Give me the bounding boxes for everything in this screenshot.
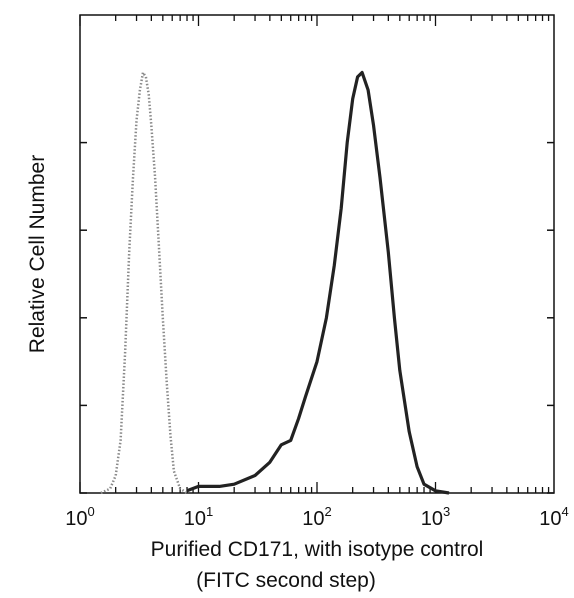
- y-axis-ticks: [80, 141, 554, 494]
- isotype-control-curve: [100, 71, 188, 495]
- x-tick-label: 100: [65, 504, 94, 530]
- x-tick-label: 103: [421, 504, 450, 530]
- x-axis-tick-labels: 100 101 102 103 104: [65, 504, 568, 530]
- x-axis-ticks: [79, 15, 550, 493]
- x-tick-label: 101: [184, 504, 213, 530]
- x-axis-title-line2: (FITC second step): [196, 569, 376, 592]
- x-tick-label: 102: [302, 504, 331, 530]
- y-axis-title: Relative Cell Number: [26, 155, 49, 353]
- series-layer: [100, 70, 450, 495]
- cd171-curve: [186, 70, 450, 495]
- plot-frame: [79, 14, 555, 494]
- x-axis-title-line1: Purified CD171, with isotype control: [151, 538, 484, 561]
- x-tick-label: 104: [539, 504, 568, 530]
